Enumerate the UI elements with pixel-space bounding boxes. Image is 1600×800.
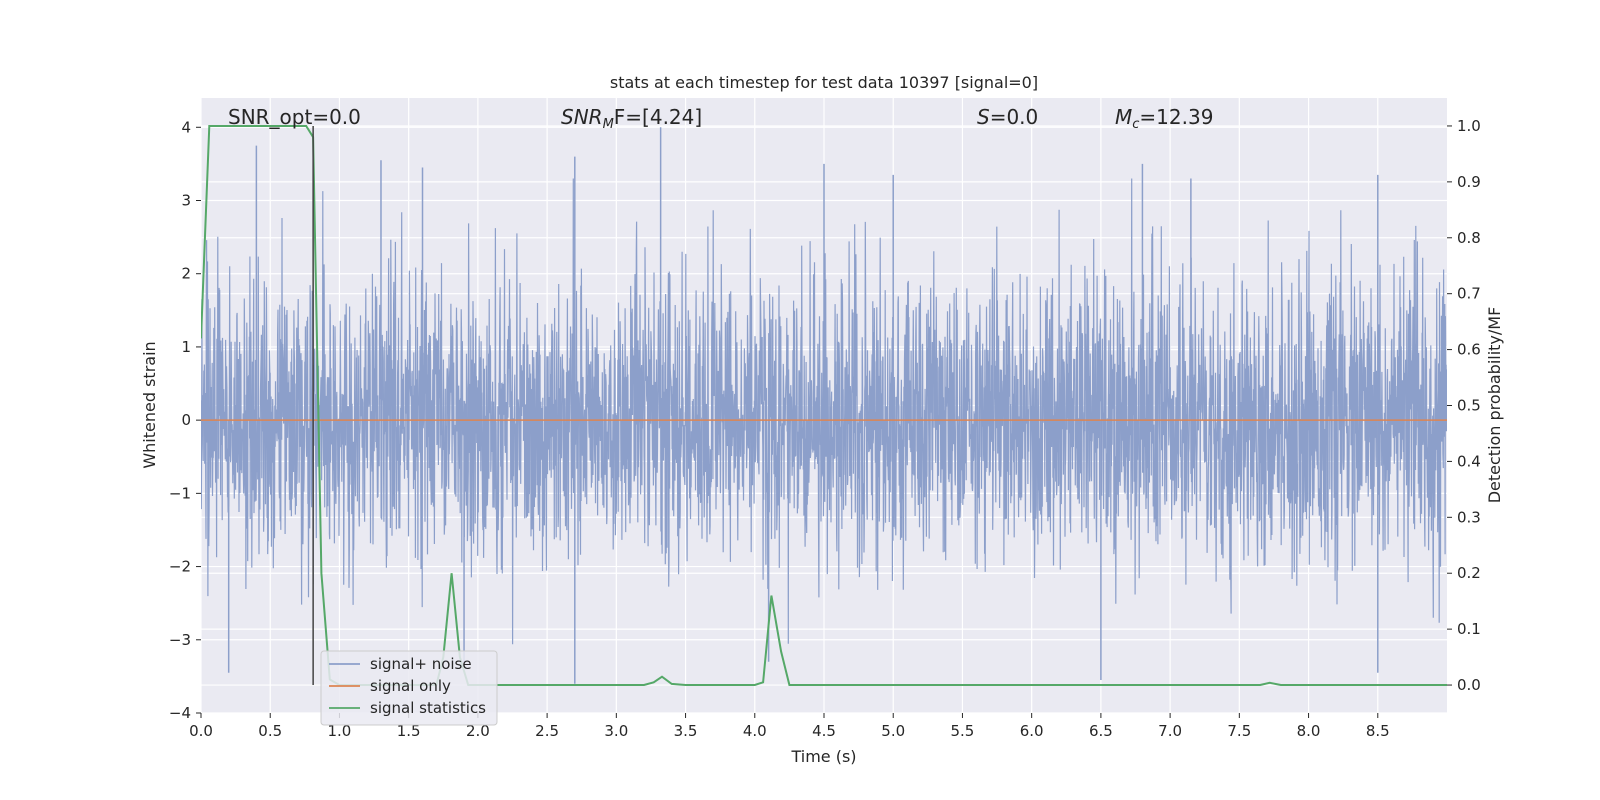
y2-tick-label: 0.0 xyxy=(1457,676,1481,694)
x-tick-label: 0.5 xyxy=(258,722,282,740)
annotation-mc: Mc=12.39 xyxy=(1115,105,1213,132)
x-tick-label: 8.5 xyxy=(1366,722,1390,740)
y-tick-label: 3 xyxy=(181,192,191,210)
chart-title: stats at each timestep for test data 103… xyxy=(610,73,1038,92)
x-axis-ticks: 0.0 0.5 1.0 1.5 2.0 2.5 3.0 3.5 4.0 4.5 5.0 5.5 6.0 6… xyxy=(189,713,1390,740)
y2-tick-label: 0.1 xyxy=(1457,620,1481,638)
legend-label-signal-only: signal only xyxy=(370,677,451,695)
annotation-snr-mf: SNRMF=[4.24] xyxy=(561,105,702,132)
x-tick-label: 1.5 xyxy=(397,722,421,740)
y-tick-label: −2 xyxy=(169,558,191,576)
x-tick-label: 3.0 xyxy=(604,722,628,740)
annotation-s-label: S xyxy=(977,105,990,129)
y2-tick-label: 0.9 xyxy=(1457,173,1481,191)
y2-axis-label: Detection probability/MF xyxy=(1485,307,1504,504)
x-tick-label: 7.5 xyxy=(1227,722,1251,740)
x-tick-label: 4.0 xyxy=(743,722,767,740)
annotation-mc-sub: c xyxy=(1132,117,1139,132)
x-tick-label: 6.0 xyxy=(1020,722,1044,740)
x-tick-label: 2.5 xyxy=(535,722,559,740)
y2-tick-label: 0.4 xyxy=(1457,452,1481,470)
y2-axis-ticks: 1.0 0.9 0.8 0.7 0.6 0.5 0.4 0.3 0.2 0.1 0.0 xyxy=(1447,117,1481,694)
annotation-snr-mf-sub: M xyxy=(603,117,614,132)
x-tick-label: 0.0 xyxy=(189,722,213,740)
legend-label-signal-noise: signal+ noise xyxy=(370,655,472,673)
annotation-mc-value: =12.39 xyxy=(1139,105,1213,129)
y2-tick-label: 0.3 xyxy=(1457,508,1481,526)
noise-trace xyxy=(201,178,1447,645)
y-tick-label: 4 xyxy=(181,118,191,136)
x-tick-label: 8.0 xyxy=(1297,722,1321,740)
x-tick-label: 3.5 xyxy=(674,722,698,740)
y2-tick-label: 0.5 xyxy=(1457,397,1481,415)
y2-tick-label: 0.7 xyxy=(1457,285,1481,303)
annotation-s: S=0.0 xyxy=(977,105,1038,129)
y-tick-label: 0 xyxy=(181,411,191,429)
annotation-snr-opt: SNR_opt=0.0 xyxy=(228,105,361,129)
annotation-mc-label: M xyxy=(1115,105,1132,129)
x-tick-label: 6.5 xyxy=(1089,722,1113,740)
y-tick-label: 2 xyxy=(181,265,191,283)
x-tick-label: 7.0 xyxy=(1158,722,1182,740)
x-tick-label: 2.0 xyxy=(466,722,490,740)
y-tick-label: −1 xyxy=(169,484,191,502)
legend-label-signal-statistics: signal statistics xyxy=(370,699,486,717)
y2-tick-label: 0.6 xyxy=(1457,341,1481,359)
series-signal-noise xyxy=(201,127,1447,684)
y-axis-ticks: 4 3 2 1 0 −1 −2 −3 −4 xyxy=(169,118,201,722)
annotation-s-value: =0.0 xyxy=(990,105,1039,129)
x-axis-label: Time (s) xyxy=(790,747,856,766)
x-tick-label: 4.5 xyxy=(812,722,836,740)
annotation-snr-mf-tail: F=[4.24] xyxy=(614,105,702,129)
y-tick-label: −3 xyxy=(169,631,191,649)
x-tick-label: 5.0 xyxy=(881,722,905,740)
y-tick-label: 1 xyxy=(181,338,191,356)
annotation-snr-mf-label: SNR xyxy=(561,105,603,129)
legend-box xyxy=(320,650,498,726)
legend: signal+ noise signal only signal statist… xyxy=(320,650,498,726)
y-axis-label: Whitened strain xyxy=(140,341,159,468)
y2-tick-label: 0.2 xyxy=(1457,564,1481,582)
y2-tick-label: 0.8 xyxy=(1457,229,1481,247)
x-tick-label: 1.0 xyxy=(328,722,352,740)
y2-tick-label: 1.0 xyxy=(1457,117,1481,135)
x-tick-label: 5.5 xyxy=(951,722,975,740)
y-tick-label: −4 xyxy=(169,704,191,722)
